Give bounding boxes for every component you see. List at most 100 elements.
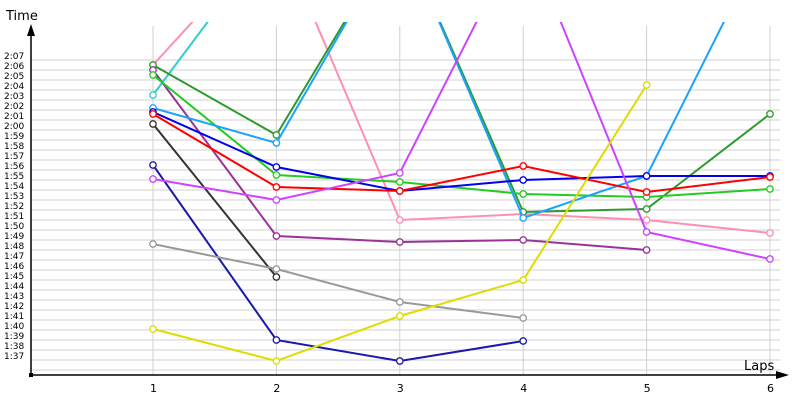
x-tick-label: 4 <box>520 382 527 395</box>
y-tick-label: 1:38 <box>4 342 24 352</box>
data-point <box>395 216 404 224</box>
data-point <box>272 273 281 281</box>
y-tick-label: 2:02 <box>4 102 24 112</box>
data-point <box>395 298 404 306</box>
data-point <box>272 232 281 240</box>
y-tick-label: 1:50 <box>4 222 24 232</box>
series-red <box>149 110 774 196</box>
series-lines <box>149 22 774 365</box>
data-point <box>766 229 774 237</box>
x-tick-label: 2 <box>273 382 280 395</box>
data-point <box>272 163 281 171</box>
y-tick-label: 2:01 <box>4 112 24 122</box>
y-tick-label: 1:51 <box>4 212 24 222</box>
data-point <box>519 162 528 170</box>
data-point <box>395 238 404 246</box>
y-tick-label: 1:47 <box>4 252 24 262</box>
y-tick-label: 1:44 <box>4 282 24 292</box>
data-point <box>149 91 157 99</box>
data-point <box>766 255 774 263</box>
y-tick-label: 1:45 <box>4 272 24 282</box>
y-tick-label: 1:53 <box>4 192 24 202</box>
data-point <box>272 357 281 365</box>
y-tick-label: 1:52 <box>4 202 24 212</box>
data-point <box>395 312 404 320</box>
y-tick-label: 2:04 <box>4 82 24 92</box>
series-green <box>149 71 774 201</box>
y-tick-label: 1:37 <box>4 352 24 362</box>
data-point <box>272 336 281 344</box>
data-point <box>642 172 651 180</box>
y-tick-label: 2:00 <box>4 122 24 132</box>
data-point <box>642 216 651 224</box>
series-gray <box>149 240 528 322</box>
series-dark-green <box>149 22 774 216</box>
data-point <box>519 236 528 244</box>
data-point <box>149 240 157 248</box>
x-tick-label: 6 <box>767 382 774 395</box>
y-tick-label: 1:43 <box>4 292 24 302</box>
data-point <box>642 228 651 236</box>
data-point <box>272 196 281 204</box>
data-point <box>272 183 281 191</box>
data-point <box>519 176 528 184</box>
data-point <box>272 265 281 273</box>
series-yellow <box>149 81 651 365</box>
data-point <box>272 139 281 147</box>
y-tick-label: 1:54 <box>4 182 24 192</box>
data-point <box>766 185 774 193</box>
y-tick-label: 1:40 <box>4 322 24 332</box>
y-tick-label: 1:57 <box>4 152 24 162</box>
data-point <box>642 81 651 89</box>
data-point <box>766 173 774 181</box>
data-point <box>642 246 651 254</box>
series-black <box>149 120 281 281</box>
data-point <box>519 276 528 284</box>
y-tick-label: 2:03 <box>4 92 24 102</box>
y-tick-label: 2:06 <box>4 62 24 72</box>
y-tick-label: 1:42 <box>4 302 24 312</box>
y-tick-label: 1:48 <box>4 242 24 252</box>
x-axis-arrow-icon <box>776 371 789 379</box>
data-point <box>149 175 157 183</box>
grid-lines <box>31 26 780 375</box>
x-axis-ticks: 1 2 3 4 5 6 <box>150 382 774 395</box>
y-tick-label: 1:49 <box>4 232 24 242</box>
x-tick-label: 3 <box>397 382 404 395</box>
data-point <box>766 110 774 118</box>
data-point <box>149 71 157 79</box>
y-tick-label: 1:41 <box>4 312 24 322</box>
y-tick-label: 2:05 <box>4 72 24 82</box>
data-point <box>519 190 528 198</box>
origin-marker <box>29 373 33 377</box>
data-point <box>395 357 404 365</box>
y-tick-label: 1:39 <box>4 332 24 342</box>
data-point <box>519 214 528 222</box>
y-tick-label: 2:07 <box>4 52 24 62</box>
data-point <box>395 178 404 186</box>
data-point <box>519 337 528 345</box>
y-tick-label: 1:58 <box>4 142 24 152</box>
y-tick-label: 1:46 <box>4 262 24 272</box>
series-violet <box>149 22 774 263</box>
x-tick-label: 5 <box>644 382 651 395</box>
data-point <box>149 120 157 128</box>
y-tick-label: 1:56 <box>4 162 24 172</box>
data-point <box>272 171 281 179</box>
y-tick-label: 1:55 <box>4 172 24 182</box>
data-point <box>395 169 404 177</box>
data-point <box>519 314 528 322</box>
x-axis-title: Laps <box>744 359 774 374</box>
data-point <box>642 188 651 196</box>
series-navy <box>149 161 528 365</box>
data-point <box>149 110 157 118</box>
y-axis-ticks: 2:072:062:052:042:032:022:012:001:591:58… <box>4 52 24 362</box>
data-point <box>149 161 157 169</box>
y-axis-arrow-icon <box>27 24 35 36</box>
x-tick-label: 1 <box>150 382 157 395</box>
data-point <box>395 187 404 195</box>
series-blue <box>149 108 774 195</box>
data-point <box>272 131 281 139</box>
data-point <box>642 205 651 213</box>
